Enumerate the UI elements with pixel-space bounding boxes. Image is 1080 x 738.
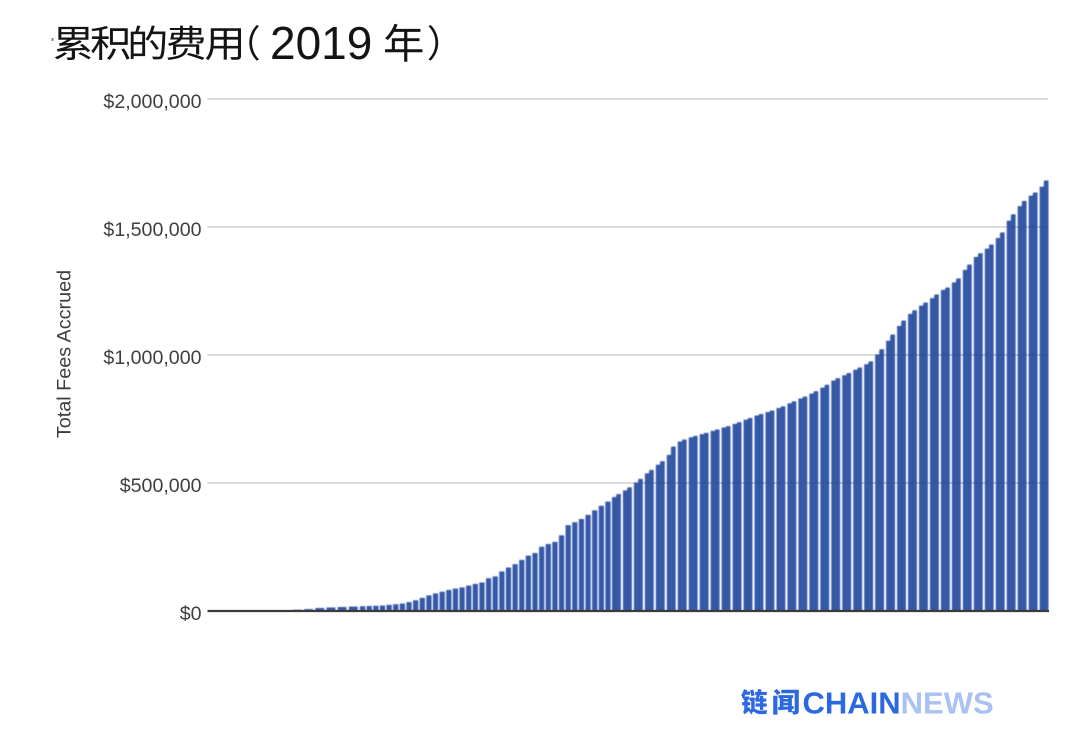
svg-text:$0: $0 <box>180 603 202 625</box>
svg-text:$1,500,000: $1,500,000 <box>103 219 201 241</box>
svg-text:$2,000,000: $2,000,000 <box>103 91 201 113</box>
svg-text:$1,000,000: $1,000,000 <box>103 347 201 369</box>
svg-text:CHAINNEWS: CHAINNEWS <box>803 686 994 721</box>
svg-text:Total Fees Accrued: Total Fees Accrued <box>54 270 76 438</box>
svg-text:$500,000: $500,000 <box>120 475 202 497</box>
svg-text:2019: 2019 <box>270 17 372 69</box>
